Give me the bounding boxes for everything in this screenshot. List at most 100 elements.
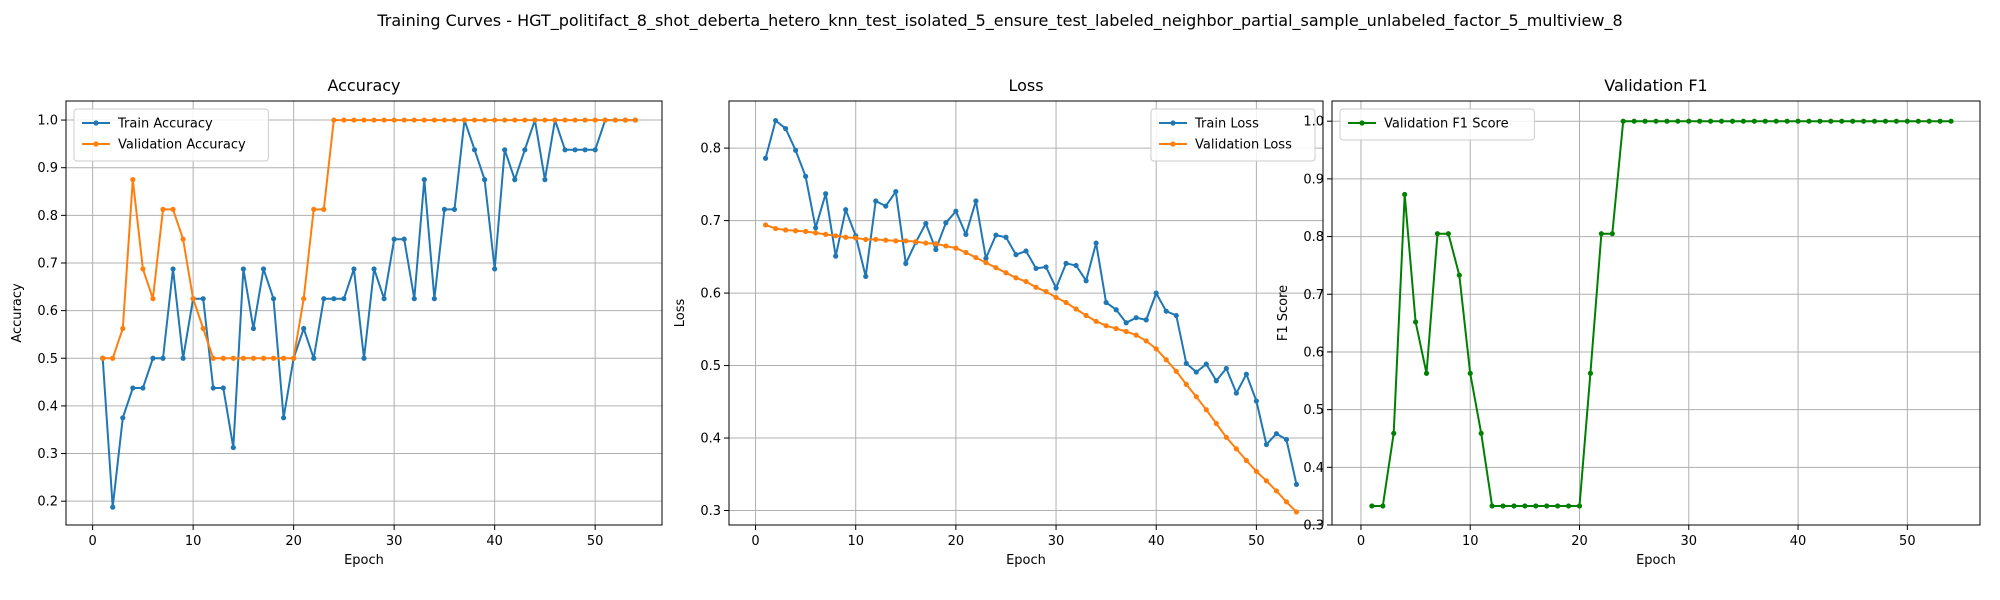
legend-label: Validation F1 Score [1384,117,1509,132]
data-point [1173,368,1179,374]
y-tick-label: 0.8 [37,209,58,224]
data-point [1143,317,1149,323]
data-point [1213,378,1219,384]
legend-label: Train Loss [1194,117,1259,132]
legend-box [1150,108,1316,162]
data-point [1203,407,1209,413]
data-point [270,296,277,302]
y-tick-label: 0.3 [700,504,721,519]
data-point [1103,299,1109,306]
data-point [1806,118,1812,124]
data-point [230,444,236,451]
data-point [1850,118,1856,124]
data-point [361,355,367,361]
data-point [883,237,889,243]
data-point [903,260,909,266]
data-point [1587,370,1594,376]
y-tick-label: 0.6 [37,304,58,319]
data-point [1293,509,1300,515]
data-point [1283,436,1290,443]
data-point [1861,118,1867,124]
data-point [471,147,478,153]
y-tick-label: 1.0 [37,114,58,129]
data-point [1223,434,1229,440]
x-axis-label: Epoch [344,553,384,568]
data-point [903,238,909,244]
data-point [612,117,618,123]
data-point [200,325,206,332]
data-point [602,117,608,123]
data-point [381,117,387,123]
data-point [492,117,498,123]
figure-suptitle: Training Curves - HGT_politifact_8_shot_… [376,11,1622,31]
data-point [220,385,226,391]
y-tick-label: 0.6 [1303,345,1324,360]
data-point [762,155,769,161]
data-point [803,173,809,179]
legend: Validation F1 Score [1339,108,1535,141]
data-point [1113,307,1119,313]
data-point [421,117,427,123]
data-point [220,355,226,361]
data-point [1817,118,1823,124]
data-point [893,238,899,244]
data-point [823,191,829,197]
data-point [762,222,769,228]
data-point [983,260,989,266]
data-point [381,296,387,302]
data-point [913,239,919,245]
y-tick-label: 0.7 [37,256,58,271]
x-axis-label: Epoch [1006,553,1046,568]
data-point [170,206,176,212]
data-point [1033,284,1039,290]
data-point [401,117,407,123]
data-point [1193,394,1199,400]
y-axis-label: Loss [673,299,688,328]
data-point [461,117,468,123]
data-point [993,232,999,238]
data-point [100,355,106,361]
data-point [291,355,297,361]
legend-swatch-marker [1359,120,1365,126]
x-tick-label: 40 [1790,534,1807,549]
data-point [1143,338,1149,344]
data-point [923,240,929,246]
data-point [1243,371,1249,377]
data-point [562,147,568,153]
data-point [451,117,458,123]
data-point [492,266,498,272]
data-point [1948,118,1954,124]
data-point [130,385,136,391]
data-point [431,296,437,302]
data-point [1183,381,1189,387]
data-point [1193,369,1199,375]
data-point [110,504,116,510]
legend-label: Validation Accuracy [118,138,246,153]
legend: Train Accuracy Validation Accuracy [73,108,269,162]
data-point [993,265,999,271]
data-point [120,415,126,421]
series-line-0 [764,118,1298,485]
data-point [331,117,337,123]
data-point [1839,118,1845,124]
data-point [1003,270,1009,276]
data-point [170,266,176,272]
data-point [1113,325,1119,332]
data-point [933,246,939,253]
data-point [1423,370,1430,376]
data-point [1609,231,1615,237]
y-axis-label: Accuracy [10,283,25,343]
data-point [1697,118,1703,124]
legend-swatch-marker [93,141,99,147]
data-point [1675,118,1681,124]
data-point [411,117,417,123]
data-point [210,355,216,361]
data-point [240,266,246,272]
data-point [301,325,307,332]
data-point [260,266,267,272]
legend-swatch-marker [1170,141,1176,147]
data-point [482,117,488,123]
data-point [943,243,949,249]
data-point [592,117,598,123]
